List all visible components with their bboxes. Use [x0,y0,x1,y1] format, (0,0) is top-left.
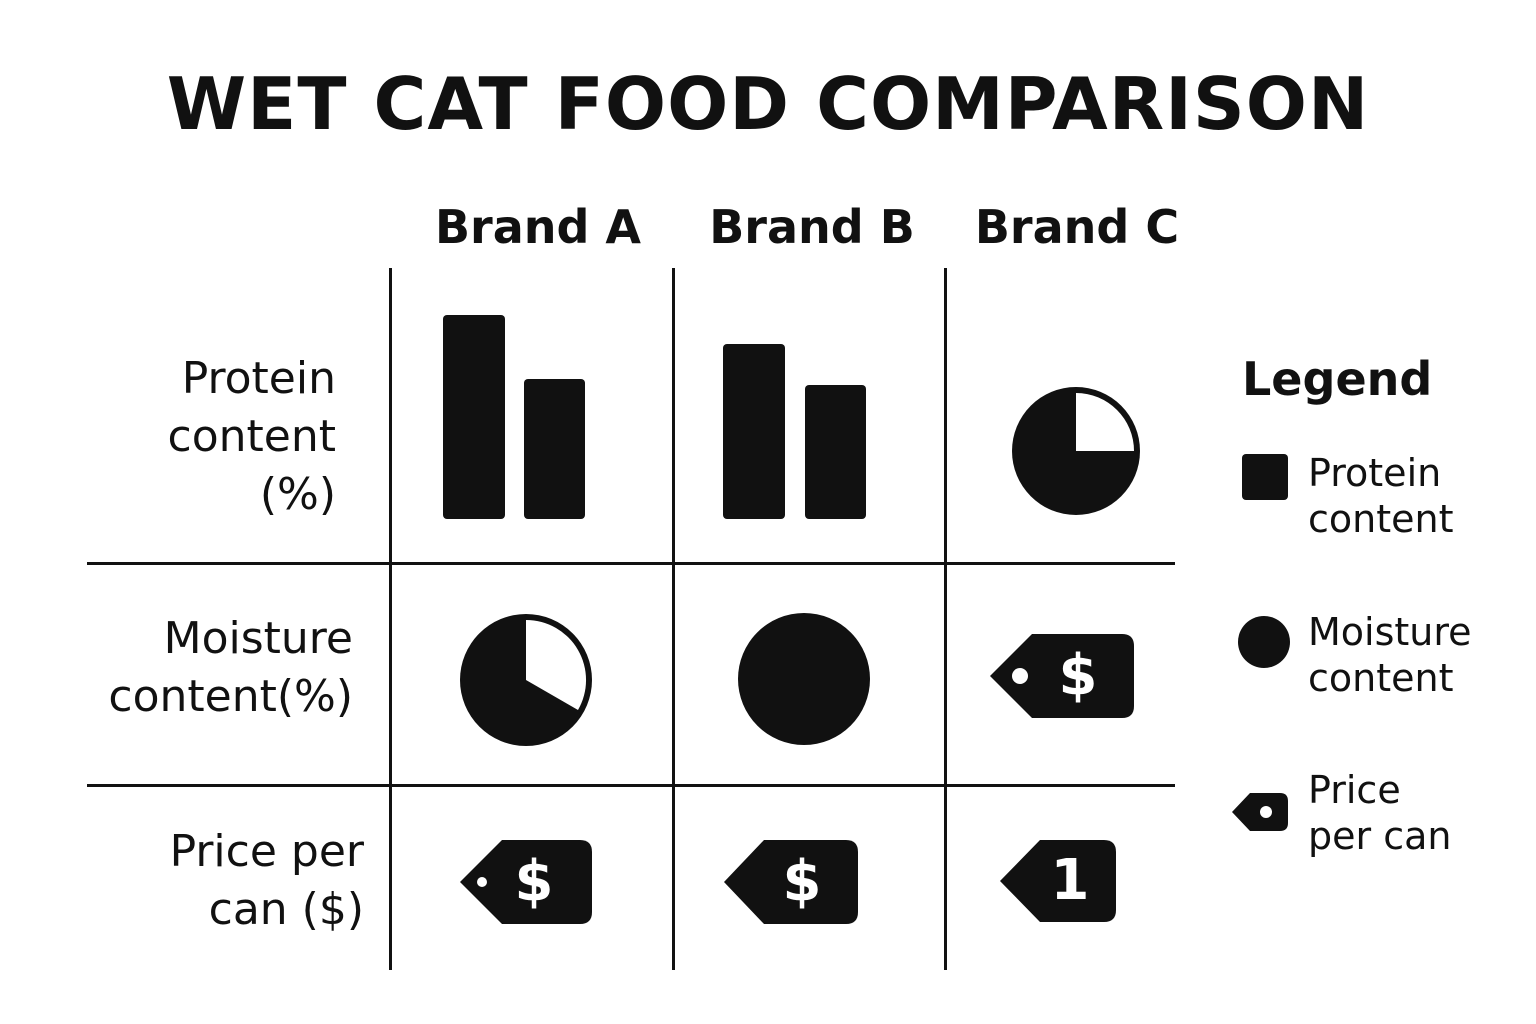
circle-icon [1238,616,1290,668]
grid-line-vertical-3 [944,268,947,970]
brand-c-protein-pie-icon [1012,387,1140,515]
row-label-protein: Protein content (%) [167,353,336,520]
price-tag-symbol: $ [782,849,822,914]
brand-a-price-tag: $ [456,836,596,928]
price-tag-symbol: $ [514,849,554,914]
price-tag-icon [460,840,592,924]
brand-c-price-tag: 1 [996,836,1120,926]
brand-a-protein-bar-2 [524,379,585,519]
grid-line-vertical-2 [672,268,675,970]
row-label-moisture: Moisture content(%) [108,613,353,722]
brand-b-protein-bars [723,344,866,519]
brand-a-moisture-pie-icon [460,614,592,746]
brand-a-protein-bar-1 [443,315,505,519]
price-tag-icon [1232,793,1288,831]
grid-line-vertical-1 [389,268,392,970]
price-tag-icon [1000,840,1116,922]
brand-b-moisture-circle-icon [738,613,870,745]
brand-b-protein-bar-1 [723,344,785,519]
brand-a-protein-bars [443,315,585,519]
column-header-brand-a: Brand A [434,200,642,254]
row-label-price: Price per can ($) [169,826,364,935]
price-tag-symbol: 1 [1050,848,1090,913]
legend-label-moisture: Moisture content [1308,610,1472,700]
grid-line-horizontal-2 [87,784,1175,787]
price-tag-icon [990,634,1134,718]
price-tag-symbol: $ [1058,643,1098,708]
diagram-title: WET CAT FOOD COMPARISON [166,62,1370,146]
grid-line-horizontal-1 [87,562,1175,565]
brand-c-moisture-price-tag: $ [986,630,1138,722]
brand-b-price-tag: $ [720,836,862,928]
legend-label-protein: Protein content [1308,451,1454,541]
column-header-brand-c: Brand C [974,200,1180,254]
price-tag-icon [724,840,858,924]
legend-label-price: Price per can [1308,768,1452,858]
brand-b-protein-bar-2 [805,385,866,519]
square-icon [1242,454,1288,500]
legend-title: Legend [1242,352,1433,406]
column-header-brand-b: Brand B [709,200,915,254]
